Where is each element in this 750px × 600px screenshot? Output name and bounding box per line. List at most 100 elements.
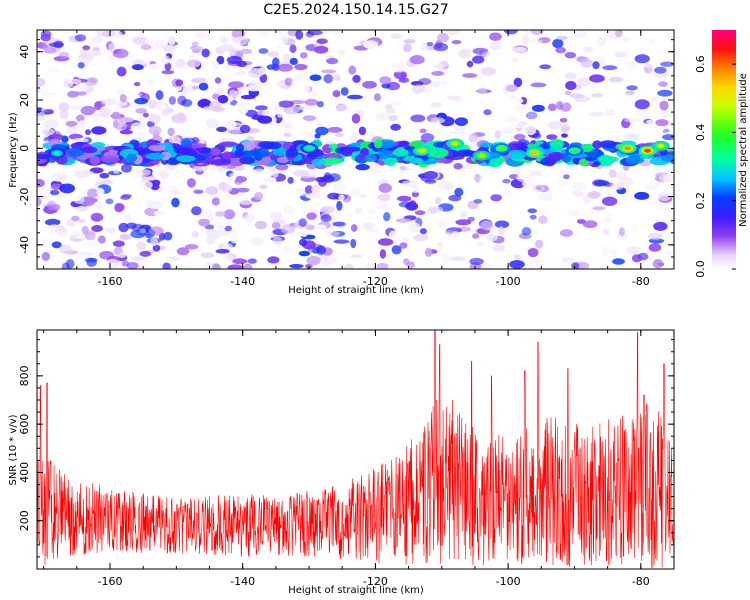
spectrogram-noise-blob [85,129,91,136]
spectrogram-noise-blob [216,224,226,230]
spectrogram-noise-blob [348,65,357,75]
spectrogram-noise-blob [254,192,264,201]
spectrogram-noise-blob [74,34,87,42]
spectrogram-noise-blob [111,111,121,120]
spectrogram-noise-blob [663,174,674,183]
spectrogram-noise-blob [330,30,344,34]
spectrogram-band-blob [489,157,502,167]
spectrogram-noise-blob [420,133,435,143]
spectrogram-noise-blob [327,173,341,182]
spectrogram-band-blob [241,150,260,157]
spectrogram-noise-blob [653,221,668,231]
spectrogram-noise-blob [229,172,239,178]
spectrogram-band-blob [257,141,275,149]
spectrogram-noise-blob [637,110,653,121]
spectrogram-noise-blob [163,231,173,241]
spectrogram-noise-blob [74,83,88,92]
spectrogram-noise-blob [377,193,391,202]
spectrogram-noise-blob [89,167,104,174]
spectrogram-noise-blob [418,78,432,85]
spectrogram-noise-blob [608,169,617,178]
spectrogram-noise-blob [513,133,526,141]
spectrogram-noise-blob [383,212,391,222]
spectrogram-noise-blob [352,74,361,83]
spectrogram-noise-blob [208,230,221,236]
spectrogram-noise-blob [532,133,542,139]
spectrogram-noise-blob [437,32,449,43]
spectrogram-noise-blob [391,245,402,255]
spectrogram-noise-blob [409,200,417,208]
spectrogram-noise-blob [139,250,152,257]
spectrogram-noise-blob [126,222,137,229]
spectrogram-noise-blob [512,46,527,53]
spectrogram-noise-blob [556,180,569,187]
spectrogram-noise-blob [109,31,123,39]
spectrogram-noise-blob [316,101,324,108]
spectrogram-noise-blob [234,179,243,185]
spectrogram-noise-blob [91,225,103,232]
spectrogram-noise-blob [76,114,85,122]
spectrogram-noise-blob [225,120,237,130]
spectrogram-noise-blob [283,105,300,115]
spectrogram-noise-blob [49,229,56,235]
spectrogram-noise-blob [326,57,339,65]
spectrogram-noise-blob [197,99,212,109]
spectrogram-noise-blob [486,233,499,242]
spectrogram-noise-blob [378,183,392,193]
spectrogram-noise-blob [221,184,233,193]
spectrogram-noise-blob [624,117,640,123]
spectrogram-noise-blob [43,119,59,129]
spectrogram-noise-blob [419,128,427,134]
spectrogram-y-tick-label: 20 [18,93,31,107]
spectrogram-noise-blob [129,171,142,180]
spectrogram-band-blob [68,148,84,157]
colorbar: 0.0 0.2 0.4 0.6 Normalized spectral amplitu… [694,30,749,278]
spectrogram-noise-blob [409,55,425,65]
spectrogram-noise-blob [139,169,151,176]
spectrogram-noise-blob [163,74,171,82]
spectrogram-noise-blob [43,47,57,54]
spectrogram-noise-blob [538,192,554,202]
spectrogram-band-blob [311,158,326,167]
spectrogram-noise-blob [344,263,354,269]
spectrogram-noise-blob [215,249,230,254]
spectrogram-band-blob [239,156,256,165]
spectrogram-noise-blob [90,50,103,57]
spectrogram-noise-blob [275,163,289,171]
spectrogram-noise-blob [517,120,528,127]
spectrogram-noise-blob [555,46,567,54]
spectrogram-noise-blob [311,187,320,196]
spectrogram-hotspot [418,148,426,153]
spectrogram-noise-blob [622,36,629,43]
spectrogram-noise-blob [191,230,200,238]
spectrogram-noise-blob [278,100,294,108]
spectrogram-hotspot [498,146,505,151]
spectrogram-noise-blob [333,239,350,244]
spectrogram-noise-blob [367,207,377,215]
spectrogram-noise-blob [400,72,407,82]
spectrogram-noise-blob [312,247,320,254]
spectrogram-noise-blob [100,179,114,185]
spectrogram-noise-blob [483,109,492,116]
spectrogram-noise-blob [616,56,623,62]
spectrogram-noise-blob [192,46,204,52]
spectrogram-noise-blob [88,77,98,84]
spectrogram-noise-blob [528,39,544,44]
spectrogram-noise-blob [142,112,149,118]
spectrogram-band-blob [240,140,256,151]
spectrogram-noise-blob [276,81,285,87]
spectrogram-noise-blob [664,206,674,211]
spectrogram-band-blob [540,157,550,166]
spectrogram-noise-blob [474,173,481,183]
spectrogram-band-blob [212,158,231,166]
spectrogram-band-blob [328,143,338,149]
spectrogram-noise-blob [78,251,95,256]
spectrogram-band-blob [276,156,289,164]
spectrogram-noise-blob [521,227,532,236]
spectrogram-noise-blob [514,104,528,112]
spectrogram-noise-blob [480,220,494,231]
spectrogram-noise-blob [351,224,358,232]
spectrogram-noise-blob [232,227,239,233]
spectrogram-noise-blob [225,254,234,260]
